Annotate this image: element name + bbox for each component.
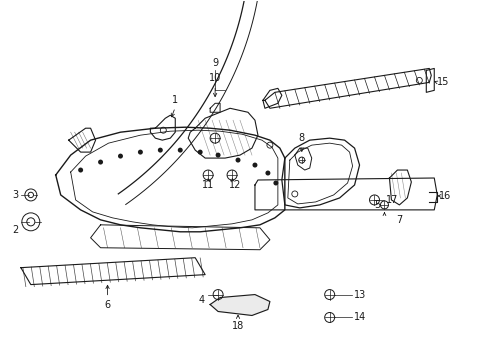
Text: 16: 16 bbox=[438, 191, 450, 201]
Text: 13: 13 bbox=[353, 289, 365, 300]
Circle shape bbox=[215, 153, 220, 158]
Text: 14: 14 bbox=[353, 312, 365, 323]
Circle shape bbox=[235, 158, 240, 163]
Text: 5: 5 bbox=[374, 200, 380, 210]
Text: 18: 18 bbox=[231, 321, 244, 332]
Text: 7: 7 bbox=[395, 215, 402, 225]
Text: 12: 12 bbox=[228, 180, 241, 190]
Text: 4: 4 bbox=[199, 294, 205, 305]
Text: 11: 11 bbox=[202, 180, 214, 190]
Text: 2: 2 bbox=[13, 225, 19, 235]
Text: 8: 8 bbox=[298, 133, 304, 143]
Text: 3: 3 bbox=[13, 190, 19, 200]
Text: 9: 9 bbox=[212, 58, 218, 68]
Text: 17: 17 bbox=[386, 195, 398, 205]
Polygon shape bbox=[210, 294, 269, 315]
Text: 15: 15 bbox=[436, 77, 448, 87]
Text: 10: 10 bbox=[208, 73, 221, 84]
Text: 1: 1 bbox=[172, 95, 178, 105]
Circle shape bbox=[197, 150, 202, 154]
Circle shape bbox=[273, 180, 278, 185]
Text: 6: 6 bbox=[104, 300, 110, 310]
Circle shape bbox=[98, 159, 103, 165]
Circle shape bbox=[78, 167, 83, 172]
Circle shape bbox=[265, 171, 270, 176]
Circle shape bbox=[138, 150, 142, 154]
Circle shape bbox=[118, 154, 122, 159]
Circle shape bbox=[178, 148, 183, 153]
Circle shape bbox=[158, 148, 163, 153]
Circle shape bbox=[252, 163, 257, 167]
